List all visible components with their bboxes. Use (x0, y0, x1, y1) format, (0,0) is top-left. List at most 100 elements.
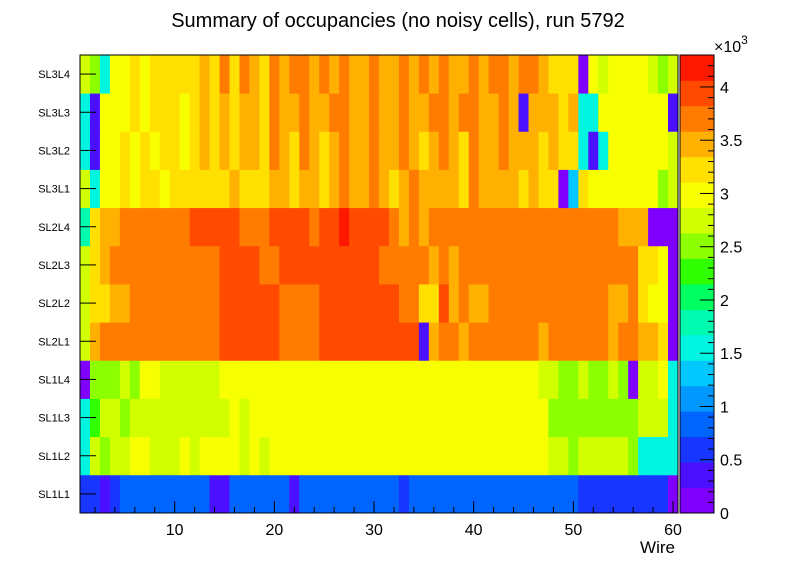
heatmap-cell-SL2L2-wire-21 (279, 284, 290, 323)
heatmap-cell-SL1L1-wire-39 (458, 474, 470, 514)
heatmap-cell-SL3L1-wire-51 (578, 169, 589, 209)
heatmap-cell-SL1L4-wire-23 (299, 360, 310, 399)
heatmap-cell-SL3L4-wire-28 (349, 55, 360, 94)
heatmap-cell-SL1L3-wire-21 (279, 398, 290, 438)
heatmap-cell-SL1L4-wire-60 (668, 360, 679, 399)
chart-title: Summary of occupancies (no noisy cells),… (171, 10, 625, 32)
heatmap-cell-SL3L1-wire-46 (528, 169, 539, 209)
color-scale-label-0: 0 (720, 506, 729, 523)
heatmap-cell-SL1L4-wire-59 (658, 360, 669, 399)
heatmap-cell-SL3L2-wire-11 (179, 131, 191, 170)
heatmap-cell-SL3L3-wire-48 (548, 93, 559, 132)
heatmap-cell-SL3L3-wire-51 (578, 93, 589, 132)
heatmap-cell-SL1L4-wire-30 (369, 360, 380, 399)
heatmap-cell-SL1L3-wire-24 (309, 398, 320, 438)
heatmap-cell-SL2L4-wire-59 (658, 207, 669, 247)
heatmap-cell-SL3L2-wire-45 (518, 131, 529, 170)
heatmap-cell-SL2L3-wire-13 (199, 245, 210, 285)
heatmap-cell-SL1L1-wire-50 (568, 474, 579, 514)
heatmap-cell-SL2L3-wire-50 (568, 245, 579, 285)
heatmap-cell-SL1L4-wire-21 (279, 360, 290, 399)
heatmap-cell-SL3L1-wire-53 (598, 169, 609, 209)
heatmap-cell-SL2L3-wire-49 (558, 245, 569, 285)
heatmap-cell-SL1L1-wire-9 (159, 474, 171, 514)
heatmap-cell-SL2L3-wire-35 (418, 245, 430, 285)
heatmap-cell-SL1L3-wire-9 (159, 398, 171, 438)
heatmap-cell-SL3L4-wire-6 (129, 55, 141, 94)
heatmap-cell-SL1L1-wire-58 (648, 474, 659, 514)
heatmap-cell-SL1L1-wire-7 (139, 474, 151, 514)
heatmap-cell-SL1L4-wire-47 (538, 360, 549, 399)
heatmap-cell-SL1L1-wire-25 (319, 474, 330, 514)
heatmap-cell-SL3L1-wire-35 (418, 169, 430, 209)
heatmap-cell-SL3L3-wire-47 (538, 93, 549, 132)
heatmap-cell-SL1L2-wire-42 (488, 436, 499, 476)
color-scale-band-17 (680, 55, 714, 81)
heatmap-cell-SL2L2-wire-32 (388, 284, 400, 323)
heatmap-cell-SL3L2-wire-56 (628, 131, 639, 170)
heatmap-cell-SL1L4-wire-34 (408, 360, 420, 399)
heatmap-cell-SL1L2-wire-24 (309, 436, 320, 476)
heatmap-cell-SL1L3-wire-10 (169, 398, 181, 438)
heatmap-cell-SL2L3-wire-58 (648, 245, 659, 285)
heatmap-cell-SL1L3-wire-45 (518, 398, 529, 438)
heatmap-cell-SL3L3-wire-25 (319, 93, 330, 132)
heatmap-cell-SL2L3-wire-10 (169, 245, 181, 285)
heatmap-cell-SL1L3-wire-32 (388, 398, 400, 438)
heatmap-cell-SL3L1-wire-3 (99, 169, 111, 209)
heatmap-cell-SL2L2-wire-58 (648, 284, 659, 323)
heatmap-cell-SL3L1-wire-10 (169, 169, 181, 209)
heatmap-cell-SL1L3-wire-26 (329, 398, 340, 438)
heatmap-cell-SL3L1-wire-12 (189, 169, 200, 209)
heatmap-cell-SL3L4-wire-19 (259, 55, 270, 94)
heatmap-cell-SL2L2-wire-50 (568, 284, 579, 323)
heatmap-cell-SL3L3-wire-13 (199, 93, 210, 132)
heatmap-cell-SL3L2-wire-15 (219, 131, 230, 170)
y-tick-label-SL2L2: SL2L2 (38, 298, 70, 310)
heatmap-cell-SL3L2-wire-46 (528, 131, 539, 170)
heatmap-cell-SL2L1-wire-57 (638, 322, 649, 361)
heatmap-cell-SL3L2-wire-44 (508, 131, 519, 170)
heatmap-cell-SL2L2-wire-42 (488, 284, 499, 323)
heatmap-cell-SL1L3-wire-38 (448, 398, 460, 438)
heatmap-cell-SL3L3-wire-12 (189, 93, 200, 132)
heatmap-cell-SL3L1-wire-11 (179, 169, 191, 209)
heatmap-cell-SL3L3-wire-22 (289, 93, 300, 132)
heatmap-cell-SL3L3-wire-11 (179, 93, 191, 132)
heatmap-cell-SL1L1-wire-17 (239, 474, 250, 514)
heatmap-cell-SL2L1-wire-32 (388, 322, 400, 361)
heatmap-cell-SL2L1-wire-27 (339, 322, 350, 361)
heatmap-cell-SL3L3-wire-17 (239, 93, 250, 132)
heatmap-cell-SL2L3-wire-21 (279, 245, 290, 285)
heatmap-cell-SL1L2-wire-32 (388, 436, 400, 476)
heatmap-cell-SL3L3-wire-50 (568, 93, 579, 132)
heatmap-cell-SL1L2-wire-10 (169, 436, 181, 476)
heatmap-cell-SL3L4-wire-52 (588, 55, 599, 94)
heatmap-cell-SL3L1-wire-17 (239, 169, 250, 209)
heatmap-cell-SL3L2-wire-22 (289, 131, 300, 170)
heatmap-cell-SL3L3-wire-14 (209, 93, 220, 132)
heatmap-cell-SL3L2-wire-26 (329, 131, 340, 170)
heatmap-cell-SL2L3-wire-46 (528, 245, 539, 285)
heatmap-cell-SL3L4-wire-4 (109, 55, 121, 94)
color-scale-label-3: 3 (720, 186, 729, 203)
heatmap-cell-SL2L1-wire-22 (289, 322, 300, 361)
heatmap-cell-SL1L3-wire-37 (438, 398, 450, 438)
heatmap-cell-SL3L3-wire-60 (668, 93, 679, 132)
heatmap-cell-SL2L1-wire-28 (349, 322, 360, 361)
heatmap-cell-SL3L3-wire-7 (139, 93, 151, 132)
heatmap-cell-SL2L4-wire-31 (379, 207, 390, 247)
heatmap-cell-SL2L3-wire-24 (309, 245, 320, 285)
heatmap-cell-SL1L1-wire-44 (508, 474, 519, 514)
heatmap-cell-SL2L2-wire-53 (598, 284, 609, 323)
heatmap-cell-SL2L4-wire-45 (518, 207, 529, 247)
heatmap-cell-SL3L3-wire-24 (309, 93, 320, 132)
heatmap-cell-SL2L1-wire-33 (398, 322, 410, 361)
heatmap-cell-SL1L1-wire-59 (658, 474, 669, 514)
heatmap-cell-SL3L2-wire-9 (159, 131, 171, 170)
heatmap-cell-SL2L1-wire-19 (259, 322, 270, 361)
heatmap-cell-SL3L4-wire-44 (508, 55, 519, 94)
heatmap-cell-SL1L2-wire-41 (478, 436, 490, 476)
heatmap-cell-SL2L4-wire-52 (588, 207, 599, 247)
heatmap-cell-SL1L1-wire-45 (518, 474, 529, 514)
